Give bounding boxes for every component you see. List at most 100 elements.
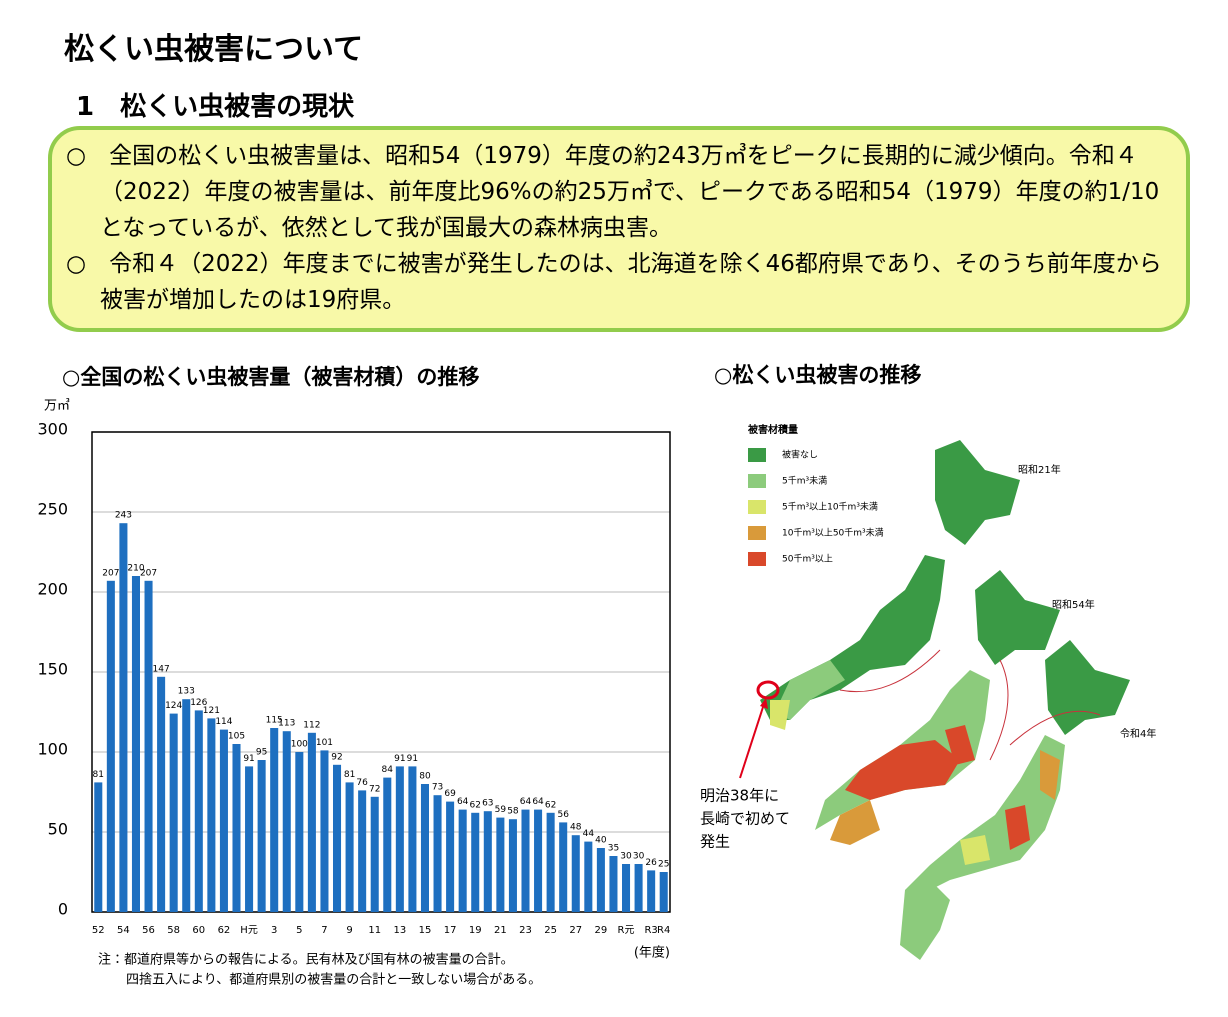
x-tick-label: 25 bbox=[544, 925, 557, 936]
value-label: 133 bbox=[178, 687, 195, 697]
value-label: 30 bbox=[620, 852, 632, 862]
bar bbox=[333, 764, 342, 912]
chart-title: ○全国の松くい虫被害量（被害材積）の推移 bbox=[62, 365, 479, 389]
value-label: 72 bbox=[369, 784, 380, 794]
value-label: 91 bbox=[394, 754, 405, 764]
bar bbox=[609, 856, 618, 912]
value-label: 40 bbox=[595, 836, 607, 846]
bar bbox=[245, 766, 254, 912]
x-tick-label: 58 bbox=[167, 925, 180, 936]
bar bbox=[496, 817, 505, 912]
map-label: 昭和21年 bbox=[1018, 463, 1061, 476]
section-title: 1 松くい虫被害の現状 bbox=[76, 92, 355, 122]
value-label: 114 bbox=[215, 717, 232, 727]
x-tick-label: R元 bbox=[618, 925, 635, 936]
value-label: 81 bbox=[93, 770, 104, 780]
bar bbox=[358, 790, 367, 912]
value-label: 115 bbox=[266, 716, 283, 726]
bar bbox=[370, 796, 379, 912]
bar bbox=[647, 870, 656, 912]
bar bbox=[194, 710, 203, 912]
x-tick-label: 9 bbox=[346, 925, 352, 936]
y-tick-label: 100 bbox=[37, 740, 68, 759]
x-tick-label: 52 bbox=[92, 925, 105, 936]
value-label: 210 bbox=[127, 564, 144, 574]
bar bbox=[219, 729, 228, 912]
x-tick-label: 19 bbox=[469, 925, 482, 936]
bar bbox=[282, 731, 291, 912]
bar bbox=[596, 848, 605, 912]
bar bbox=[408, 766, 417, 912]
legend-swatch bbox=[748, 552, 766, 566]
value-label: 26 bbox=[645, 858, 657, 868]
value-label: 112 bbox=[303, 720, 320, 730]
value-label: 48 bbox=[570, 823, 582, 833]
bar bbox=[182, 699, 191, 912]
x-tick-label: 21 bbox=[494, 925, 507, 936]
x-tick-label: 27 bbox=[569, 925, 582, 936]
legend-label: 5千m³未満 bbox=[782, 475, 827, 487]
note: 注：都道府県等からの報告による。民有林及び国有林の被害量の合計。 bbox=[98, 952, 514, 968]
bar bbox=[119, 523, 128, 912]
spread-line bbox=[839, 649, 941, 693]
x-tick-label: 5 bbox=[296, 925, 302, 936]
bar bbox=[471, 812, 480, 912]
y-tick-label: 300 bbox=[37, 420, 68, 439]
bar bbox=[634, 864, 643, 912]
bar bbox=[483, 811, 492, 912]
value-label: 121 bbox=[203, 706, 220, 716]
bar bbox=[458, 809, 467, 912]
bar bbox=[94, 782, 103, 912]
bar bbox=[395, 766, 404, 912]
bar bbox=[131, 576, 140, 912]
x-tick-label: 3 bbox=[271, 925, 277, 936]
x-tick-label: H元 bbox=[240, 925, 258, 936]
bar bbox=[622, 864, 631, 912]
bar bbox=[521, 809, 530, 912]
x-tick-label: 62 bbox=[218, 925, 231, 936]
value-label: 64 bbox=[520, 797, 532, 807]
y-tick-label: 200 bbox=[37, 580, 68, 599]
value-label: 92 bbox=[331, 752, 342, 762]
bar bbox=[295, 752, 304, 912]
value-label: 126 bbox=[190, 698, 207, 708]
value-label: 95 bbox=[256, 748, 267, 758]
bar bbox=[270, 728, 279, 912]
legend-label: 50千m³以上 bbox=[782, 554, 833, 565]
y-tick-label: 50 bbox=[48, 820, 68, 839]
bar bbox=[232, 744, 241, 912]
legend-swatch bbox=[748, 474, 766, 488]
y-tick-label: 0 bbox=[58, 900, 68, 919]
bar bbox=[433, 795, 442, 912]
legend-swatch bbox=[748, 448, 766, 462]
map-label: 昭和54年 bbox=[1052, 598, 1095, 611]
plot-frame bbox=[91, 431, 671, 913]
value-label: 25 bbox=[658, 860, 669, 870]
map-label: 令和4年 bbox=[1120, 727, 1156, 740]
origin-marker bbox=[756, 680, 780, 700]
map-reiwa4 bbox=[900, 640, 1130, 960]
value-label: 76 bbox=[356, 778, 368, 788]
map-showa54 bbox=[815, 570, 1060, 845]
bar bbox=[320, 750, 329, 912]
legend-title: 被害材積量 bbox=[747, 423, 798, 436]
x-tick-label: 17 bbox=[444, 925, 457, 936]
value-label: 44 bbox=[583, 829, 595, 839]
legend-swatch bbox=[748, 500, 766, 514]
value-label: 80 bbox=[419, 772, 431, 782]
value-label: 124 bbox=[165, 701, 182, 711]
x-tick-label: 60 bbox=[192, 925, 205, 936]
bar bbox=[207, 718, 216, 912]
bar bbox=[559, 822, 568, 912]
map-showa21 bbox=[760, 440, 1020, 730]
legend-swatch bbox=[748, 526, 766, 540]
value-label: 207 bbox=[102, 568, 119, 578]
bar bbox=[169, 713, 178, 912]
value-label: 73 bbox=[432, 783, 443, 793]
x-tick-label: R3 bbox=[644, 925, 657, 936]
value-label: 62 bbox=[545, 800, 556, 810]
map-title: ○松くい虫被害の推移 bbox=[714, 363, 921, 387]
bar bbox=[345, 782, 354, 912]
note: 四捨五入により、都道府県別の被害量の合計と一致しない場合がある。 bbox=[126, 972, 541, 988]
